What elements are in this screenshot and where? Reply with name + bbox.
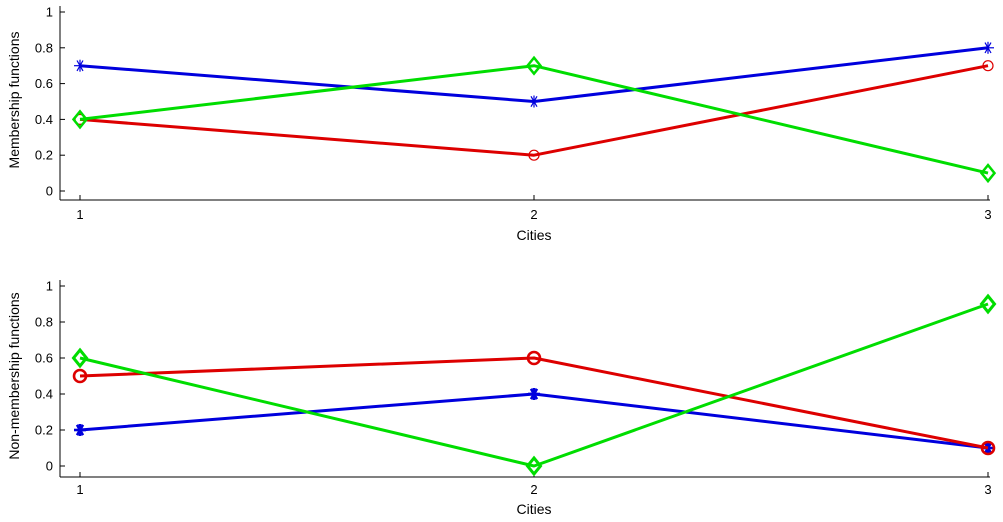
asterisk-marker: [982, 41, 994, 54]
circle-marker: [528, 149, 540, 161]
circle-marker: [526, 350, 542, 366]
asterisk-marker: [528, 95, 540, 108]
circle-series-line: [79, 64, 989, 157]
x-tick-label: 3: [984, 482, 991, 497]
x-tick-label: 1: [76, 482, 83, 497]
asterisk-marker: [74, 424, 86, 436]
circle-marker: [72, 368, 88, 384]
y-tick-label: 0.6: [35, 76, 53, 91]
asterisk-marker: [74, 59, 86, 72]
x-tick-label: 3: [984, 207, 991, 222]
diamond-series-line: [79, 302, 989, 468]
x-tick-label: 2: [530, 207, 537, 222]
diamond-marker: [525, 455, 543, 477]
y-tick-label: 0.6: [35, 351, 53, 366]
membership-chart: Cities Membership functions 0 0.2 0.4 0.6 0.…: [6, 5, 997, 243]
y-axis-label: Membership functions: [6, 32, 22, 169]
asterisk-marker: [528, 388, 540, 400]
y-tick-label: 0: [46, 184, 53, 199]
y-tick-label: 0.4: [35, 387, 53, 402]
circle-marker: [980, 440, 996, 456]
x-tick-label: 2: [530, 482, 537, 497]
x-tick-label: 1: [76, 207, 83, 222]
diamond-marker: [71, 109, 89, 130]
non-membership-chart: Cities Non-membership functions 0 0.2 0.4 0…: [6, 279, 997, 517]
diamond-marker: [71, 347, 89, 369]
y-axis-label: Non-membership functions: [6, 292, 22, 459]
y-tick-label: 0.2: [35, 423, 53, 438]
y-tick-label: 0.8: [35, 315, 53, 330]
x-axis-label: Cities: [516, 227, 551, 243]
circle-marker: [982, 60, 994, 72]
y-tick-label: 0: [46, 459, 53, 474]
y-tick-label: 0.2: [35, 148, 53, 163]
diamond-marker: [979, 293, 997, 315]
diamond-marker: [979, 163, 997, 184]
y-tick-label: 1: [46, 5, 53, 20]
x-axis-label: Cities: [516, 501, 551, 517]
diamond-marker: [525, 55, 543, 76]
circle-series-line: [79, 356, 989, 450]
y-tick-label: 1: [46, 279, 53, 294]
y-tick-label: 0.8: [35, 40, 53, 55]
y-tick-label: 0.4: [35, 112, 53, 127]
diamond-series-line: [79, 64, 989, 175]
